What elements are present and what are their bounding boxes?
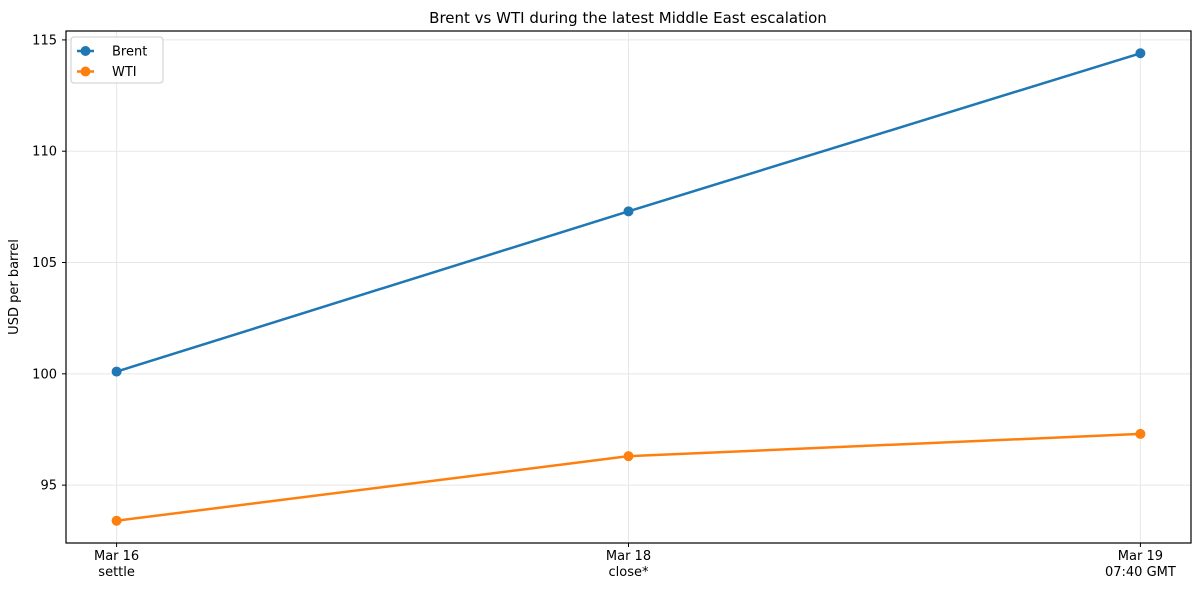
data-point-wti bbox=[623, 451, 634, 462]
legend: Brent WTI bbox=[70, 36, 164, 84]
x-tick-label: Mar 19 07:40 GMT bbox=[1105, 549, 1176, 580]
y-tick-label: 100 bbox=[32, 367, 57, 382]
legend-label-brent: Brent bbox=[112, 45, 147, 60]
y-tick-label: 105 bbox=[32, 256, 57, 271]
data-point-brent bbox=[623, 206, 634, 217]
legend-swatch-marker-wti bbox=[80, 66, 91, 77]
y-axis-label: USD per barrel bbox=[7, 239, 22, 335]
x-tick-label: Mar 16 settle bbox=[94, 549, 139, 580]
chart-title: Brent vs WTI during the latest Middle Ea… bbox=[429, 9, 827, 27]
legend-label-wti: WTI bbox=[112, 65, 137, 80]
data-point-brent bbox=[1135, 48, 1146, 59]
y-tick-label: 115 bbox=[32, 33, 57, 48]
y-tick-label: 110 bbox=[32, 145, 57, 160]
y-tick-label: 95 bbox=[40, 479, 57, 494]
data-point-wti bbox=[1135, 428, 1146, 439]
legend-swatch-marker-brent bbox=[80, 46, 91, 56]
plot-border bbox=[65, 30, 1192, 544]
x-tick-label: Mar 18 close* bbox=[606, 549, 651, 580]
data-point-brent bbox=[111, 366, 122, 377]
data-point-wti bbox=[111, 515, 122, 526]
